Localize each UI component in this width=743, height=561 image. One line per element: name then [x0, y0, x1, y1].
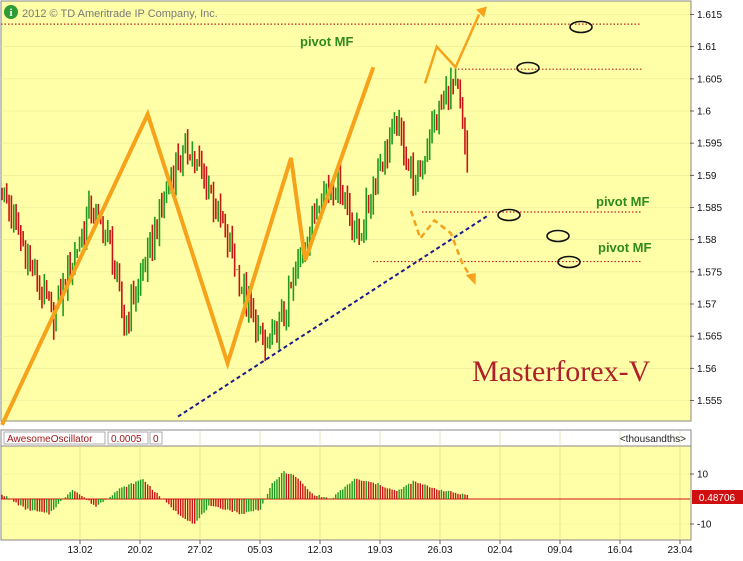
y-tick-label: 1.565 [697, 332, 722, 343]
info-icon-glyph: i [9, 7, 12, 19]
y-tick-label: 1.615 [697, 10, 722, 21]
y-tick-label: 1.555 [697, 396, 722, 407]
pivot-label-top: pivot MF [300, 34, 353, 49]
marker-ellipse [516, 61, 540, 75]
indicator-param: 0 [153, 434, 159, 445]
y-tick-label: 1.6 [697, 107, 711, 118]
y-tick-label: 1.575 [697, 267, 722, 278]
pivot-markers [497, 20, 593, 269]
x-tick-label: 05.03 [247, 545, 272, 556]
indicator-value: 0.0005 [111, 434, 142, 445]
osc-tick-label: 10 [697, 470, 709, 481]
y-tick-label: 1.57 [697, 300, 717, 311]
marker-ellipse [546, 229, 570, 243]
x-tick-label: 27.02 [187, 545, 212, 556]
x-tick-label: 16.04 [607, 545, 632, 556]
indicator-param-box[interactable] [149, 431, 163, 445]
info-icon[interactable] [4, 5, 18, 19]
arrow-up-icon [476, 6, 488, 18]
arrow-down-icon [465, 273, 476, 286]
x-tick-label: 20.02 [127, 545, 152, 556]
price-panel [0, 0, 692, 422]
x-tick-label: 19.03 [367, 545, 392, 556]
marker-ellipse [497, 208, 521, 222]
copyright-text: 2012 © TD Ameritrade IP Company, Inc. [22, 8, 218, 20]
axis-ticks: 1.555 1.56 1.565 1.57 1.575 1.58 1.585 1.59 1.59… [67, 10, 722, 556]
units-label: <thousandths> [620, 434, 686, 445]
pivot-label-low: pivot MF [598, 240, 651, 255]
indicator-name: AwesomeOscillator [7, 434, 93, 445]
trendline [177, 214, 489, 418]
osc-tick-label: -10 [697, 520, 712, 531]
y-tick-label: 1.61 [697, 42, 717, 53]
zigzag-layer [0, 6, 489, 426]
y-tick-label: 1.59 [697, 171, 717, 182]
indicator-value-box[interactable] [107, 431, 149, 445]
y-tick-label: 1.585 [697, 203, 722, 214]
brand-watermark: Masterforex-V [472, 355, 651, 388]
y-tick-label: 1.605 [697, 74, 722, 85]
x-tick-label: 23.04 [667, 545, 692, 556]
price-gridlines [1, 14, 690, 540]
oscillator-bars [1, 471, 468, 524]
pivot-label-mid: pivot MF [596, 194, 649, 209]
projection-down [409, 210, 471, 276]
last-value-badge [692, 490, 743, 504]
pivot-lines [1, 23, 642, 263]
projection-up [423, 13, 481, 84]
x-tick-label: 02.04 [487, 545, 512, 556]
x-tick-label: 09.04 [547, 545, 572, 556]
zigzag-line [0, 66, 376, 426]
marker-ellipse [557, 255, 581, 269]
y-tick-label: 1.58 [697, 235, 717, 246]
y-tick-label: 1.56 [697, 364, 717, 375]
x-tick-label: 12.03 [307, 545, 332, 556]
marker-ellipse [569, 20, 593, 34]
y-tick-label: 1.595 [697, 139, 722, 150]
indicator-name-box[interactable] [3, 431, 106, 445]
x-tick-label: 13.02 [67, 545, 92, 556]
oscillator-header-bar [0, 429, 692, 447]
last-value-text: 0.48706 [699, 493, 736, 504]
x-tick-label: 26.03 [427, 545, 452, 556]
